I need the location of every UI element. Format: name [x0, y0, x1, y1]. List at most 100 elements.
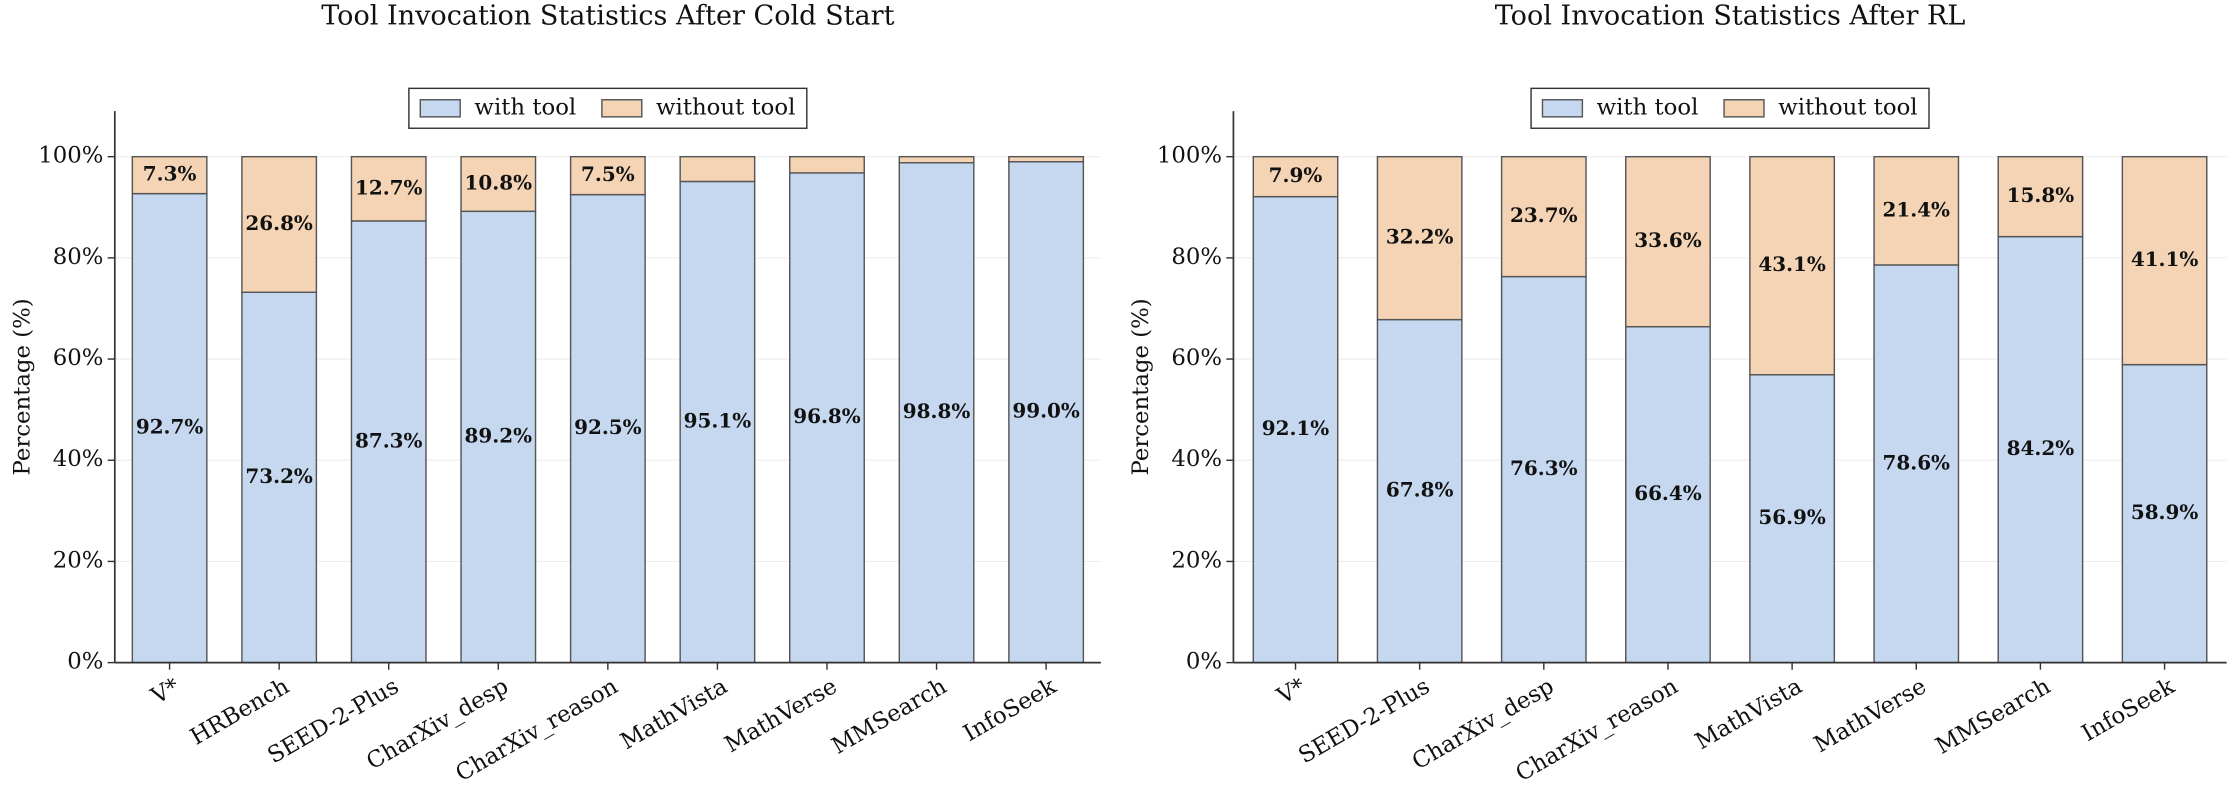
value-label: 7.3%: [143, 162, 197, 186]
value-label: 15.8%: [2007, 183, 2075, 207]
bar-segment: [2121, 155, 2208, 366]
bar-segment: [131, 192, 208, 664]
bar-segment: [1376, 318, 1463, 664]
value-label: 98.8%: [903, 399, 971, 423]
x-tick-label: MMSearch: [1931, 673, 2055, 760]
bar-segment: [241, 291, 318, 664]
y-tick-label: 0%: [1186, 649, 1222, 675]
legend-label: with tool: [1597, 94, 1699, 120]
bar-segment: [789, 172, 865, 664]
y-tick-label: 60%: [53, 345, 104, 371]
value-label: 10.8%: [465, 171, 533, 195]
value-label: 89.2%: [465, 423, 533, 447]
bar-segment: [131, 155, 208, 195]
legend-swatch: [419, 99, 461, 118]
value-label: 92.7%: [136, 415, 204, 439]
legend: with tool without tool: [1530, 87, 1930, 129]
y-tick-label: 100%: [38, 143, 103, 169]
y-tick-label: 60%: [1171, 345, 1222, 371]
bar-segment: [460, 210, 537, 664]
y-tick-label: 0%: [67, 649, 103, 675]
value-label: 43.1%: [1758, 252, 1826, 276]
x-tick-label: MMSearch: [827, 673, 951, 760]
bar-segment: [1500, 155, 1587, 278]
value-label: 41.1%: [2131, 247, 2199, 271]
value-label: 73.2%: [245, 464, 313, 488]
y-axis-label: Percentage (%): [1128, 298, 1154, 475]
bar-segment: [350, 220, 427, 664]
value-label: 66.4%: [1634, 481, 1702, 505]
bar-segment: [898, 162, 975, 664]
x-tick-label: V*: [146, 673, 185, 710]
bar-segment: [1008, 155, 1085, 163]
value-label: 56.9%: [1758, 505, 1826, 529]
y-tick-label: 80%: [53, 244, 104, 270]
x-tick-label: MathVerse: [721, 673, 842, 758]
bar-segment: [1625, 155, 1711, 328]
bar-segment: [1376, 155, 1463, 321]
bar-segment: [2121, 363, 2208, 664]
bar-segment: [1625, 325, 1711, 664]
bar-segment: [350, 155, 427, 222]
y-tick-label: 40%: [1171, 446, 1222, 472]
value-label: 26.8%: [245, 211, 313, 235]
bar-segment: [569, 155, 646, 196]
value-label: 7.5%: [581, 162, 635, 186]
x-tick-label: MathVista: [616, 673, 732, 755]
y-tick-label: 100%: [1157, 143, 1222, 169]
y-axis-label: Percentage (%): [10, 298, 36, 475]
value-label: 96.8%: [793, 404, 861, 428]
value-label: 67.8%: [1386, 478, 1454, 502]
y-tick-label: 20%: [1171, 547, 1222, 573]
bar-segment: [1252, 195, 1339, 664]
bar-segment: [1252, 155, 1339, 198]
legend-swatch: [1723, 99, 1765, 118]
value-label: 12.7%: [355, 175, 423, 199]
value-label: 7.9%: [1269, 163, 1323, 187]
value-label: 21.4%: [1883, 197, 1951, 221]
bar-segment: [1749, 374, 1836, 664]
bar-segment: [679, 180, 756, 664]
legend-swatch: [601, 99, 643, 118]
x-tick-label: V*: [1272, 673, 1311, 710]
y-tick-label: 20%: [53, 547, 104, 573]
legend-label: without tool: [656, 94, 795, 120]
value-label: 33.6%: [1634, 228, 1702, 252]
bar-segment: [569, 193, 646, 664]
value-label: 87.3%: [355, 428, 423, 452]
value-label: 78.6%: [1883, 450, 1951, 474]
value-label: 84.2%: [2007, 436, 2075, 460]
bar-segment: [1997, 235, 2084, 664]
bar-segment: [1997, 155, 2084, 238]
value-label: 95.1%: [684, 409, 752, 433]
value-label: 58.9%: [2131, 500, 2199, 524]
bar-segment: [460, 155, 537, 213]
bar-segment: [1873, 155, 1960, 266]
chart-title: Tool Invocation Statistics After RL: [1495, 1, 1966, 32]
x-tick-label: InfoSeek: [959, 673, 1061, 747]
x-tick-label: MathVista: [1691, 673, 1807, 755]
chart-title: Tool Invocation Statistics After Cold St…: [321, 1, 894, 32]
value-label: 76.3%: [1510, 456, 1578, 480]
bar-segment: [1873, 264, 1960, 664]
legend: with tool without tool: [408, 87, 808, 129]
value-label: 92.1%: [1262, 416, 1330, 440]
x-tick-label: MathVerse: [1810, 673, 1931, 758]
bar-segment: [1749, 155, 1836, 376]
y-tick-label: 40%: [53, 446, 104, 472]
y-tick-label: 80%: [1171, 244, 1222, 270]
bar-segment: [679, 155, 756, 183]
bar-segment: [898, 155, 975, 164]
bar-segment: [241, 155, 318, 293]
x-tick-label: InfoSeek: [2078, 673, 2180, 747]
value-label: 92.5%: [574, 415, 642, 439]
value-label: 23.7%: [1510, 203, 1578, 227]
value-label: 32.2%: [1386, 225, 1454, 249]
legend-swatch: [1541, 99, 1584, 118]
bar-segment: [789, 155, 865, 174]
legend-label: without tool: [1778, 94, 1917, 120]
value-label: 99.0%: [1012, 399, 1080, 423]
legend-label: with tool: [474, 94, 576, 120]
